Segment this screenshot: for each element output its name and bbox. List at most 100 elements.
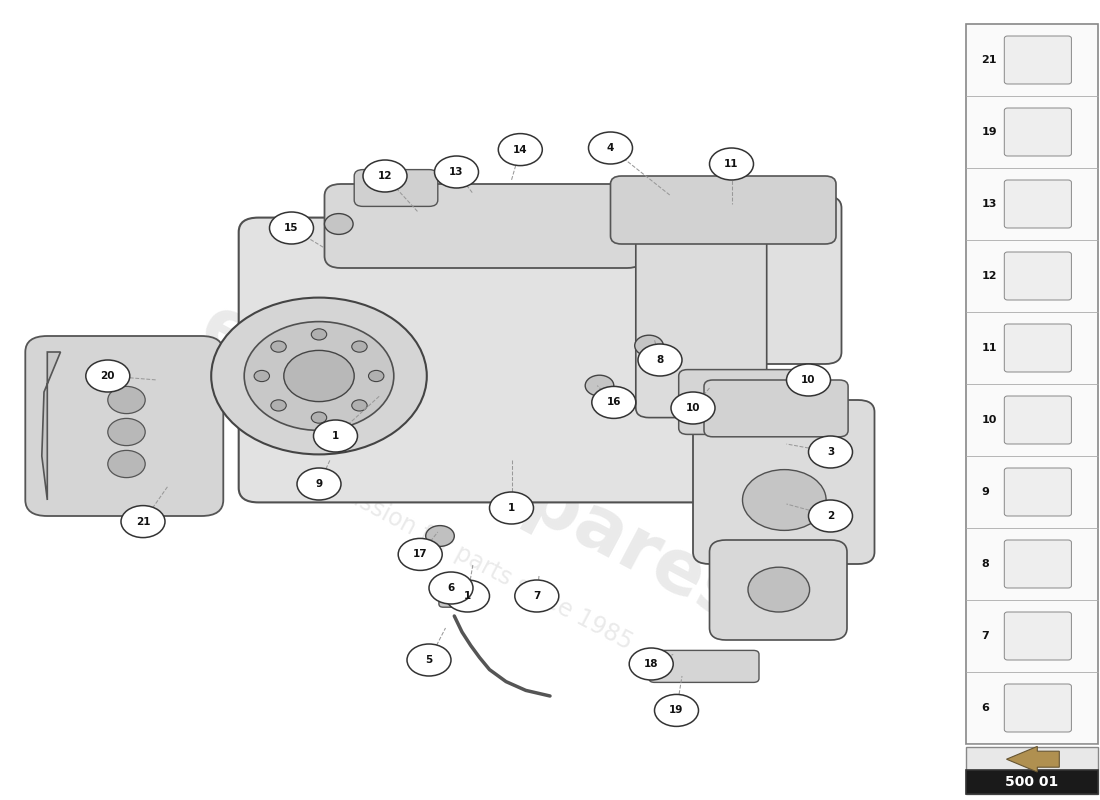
Text: 18: 18 <box>644 659 659 669</box>
Circle shape <box>742 470 826 530</box>
Circle shape <box>398 538 442 570</box>
FancyBboxPatch shape <box>649 650 759 682</box>
Circle shape <box>297 468 341 500</box>
Circle shape <box>363 160 407 192</box>
Circle shape <box>311 329 327 340</box>
FancyBboxPatch shape <box>324 184 644 268</box>
Circle shape <box>498 134 542 166</box>
Circle shape <box>748 567 810 612</box>
Text: 9: 9 <box>316 479 322 489</box>
FancyBboxPatch shape <box>1004 36 1071 84</box>
FancyBboxPatch shape <box>1004 252 1071 300</box>
Text: 19: 19 <box>981 127 997 137</box>
Circle shape <box>426 526 454 546</box>
Text: 10: 10 <box>685 403 701 413</box>
Circle shape <box>284 350 354 402</box>
Text: 8: 8 <box>657 355 663 365</box>
Circle shape <box>710 148 754 180</box>
Text: 14: 14 <box>513 145 528 154</box>
Text: 6: 6 <box>448 583 454 593</box>
Text: 7: 7 <box>534 591 540 601</box>
Circle shape <box>786 364 830 396</box>
Text: 8: 8 <box>981 559 989 569</box>
Text: 10: 10 <box>981 415 997 425</box>
Circle shape <box>808 500 852 532</box>
Circle shape <box>629 648 673 680</box>
Circle shape <box>635 335 663 356</box>
Circle shape <box>808 436 852 468</box>
Text: 5: 5 <box>426 655 432 665</box>
FancyBboxPatch shape <box>239 218 713 502</box>
FancyBboxPatch shape <box>1004 396 1071 444</box>
Text: a passion for parts since 1985: a passion for parts since 1985 <box>310 466 636 654</box>
Text: 1: 1 <box>508 503 515 513</box>
Bar <box>966 24 1098 744</box>
Circle shape <box>121 506 165 538</box>
FancyArrow shape <box>1006 746 1059 772</box>
Text: 15: 15 <box>284 223 299 233</box>
Circle shape <box>638 344 682 376</box>
Text: 9: 9 <box>981 487 989 497</box>
Text: eurocarspares: eurocarspares <box>188 290 758 638</box>
Polygon shape <box>42 352 60 500</box>
Circle shape <box>352 341 367 352</box>
Circle shape <box>311 412 327 423</box>
Bar <box>966 747 1098 794</box>
Circle shape <box>314 420 358 452</box>
Text: 20: 20 <box>100 371 116 381</box>
Circle shape <box>429 572 473 604</box>
FancyBboxPatch shape <box>354 170 438 206</box>
Text: 13: 13 <box>981 199 997 209</box>
Circle shape <box>108 418 145 446</box>
FancyBboxPatch shape <box>25 336 223 516</box>
Text: 3: 3 <box>827 447 834 457</box>
Circle shape <box>585 375 614 396</box>
FancyBboxPatch shape <box>710 540 847 640</box>
Text: 12: 12 <box>377 171 393 181</box>
Circle shape <box>352 400 367 411</box>
FancyBboxPatch shape <box>1004 612 1071 660</box>
Circle shape <box>446 580 490 612</box>
Text: 500 01: 500 01 <box>1005 774 1058 789</box>
Text: 6: 6 <box>981 703 989 713</box>
Circle shape <box>86 360 130 392</box>
Circle shape <box>108 450 145 478</box>
Circle shape <box>434 156 478 188</box>
Bar <box>966 770 1098 794</box>
Text: 10: 10 <box>801 375 816 385</box>
FancyBboxPatch shape <box>610 176 836 244</box>
Text: 1: 1 <box>332 431 339 441</box>
Circle shape <box>407 644 451 676</box>
Text: 1: 1 <box>464 591 471 601</box>
Circle shape <box>254 370 270 382</box>
Circle shape <box>244 322 394 430</box>
Circle shape <box>368 370 384 382</box>
Text: 7: 7 <box>981 631 989 641</box>
FancyBboxPatch shape <box>1004 540 1071 588</box>
Circle shape <box>271 341 286 352</box>
Circle shape <box>654 694 698 726</box>
Text: 19: 19 <box>669 706 684 715</box>
Text: 2: 2 <box>827 511 834 521</box>
Text: 21: 21 <box>135 517 151 526</box>
Text: 17: 17 <box>412 550 428 559</box>
Text: 12: 12 <box>981 271 997 281</box>
FancyBboxPatch shape <box>1004 468 1071 516</box>
FancyBboxPatch shape <box>693 400 874 564</box>
FancyBboxPatch shape <box>704 380 848 437</box>
Text: 4: 4 <box>607 143 614 153</box>
FancyBboxPatch shape <box>636 214 767 418</box>
FancyBboxPatch shape <box>679 370 823 434</box>
Circle shape <box>271 400 286 411</box>
Circle shape <box>588 132 632 164</box>
FancyBboxPatch shape <box>1004 324 1071 372</box>
Circle shape <box>592 386 636 418</box>
Circle shape <box>324 214 353 234</box>
FancyBboxPatch shape <box>666 196 842 364</box>
Circle shape <box>108 386 145 414</box>
Circle shape <box>515 580 559 612</box>
Circle shape <box>490 492 534 524</box>
FancyBboxPatch shape <box>1004 180 1071 228</box>
Text: 16: 16 <box>606 398 621 407</box>
Text: 21: 21 <box>981 55 997 65</box>
